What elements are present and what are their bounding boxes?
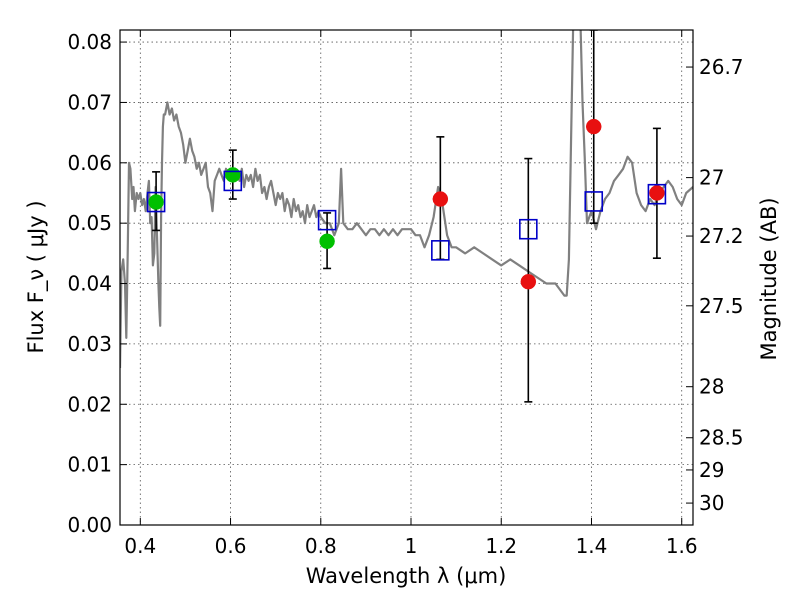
y-axis-label: Flux F_ν ( μJy ): [24, 200, 49, 353]
y2-tick-label: 27: [699, 166, 724, 190]
y-tick-label: 0.03: [67, 332, 112, 356]
plot-frame: [119, 29, 694, 526]
y-tick-label: 0.07: [67, 90, 112, 114]
x-tick-label: 1.6: [666, 534, 698, 558]
x-tick-label: 0.4: [124, 534, 156, 558]
y2-tick-label: 29: [699, 458, 724, 482]
y-tick-label: 0.00: [67, 513, 112, 537]
y-tick-label: 0.08: [67, 30, 112, 54]
circle-marker: [649, 185, 665, 201]
circle-marker: [585, 118, 602, 135]
square-marker: [223, 170, 243, 192]
square-marker: [317, 209, 337, 231]
circle-marker: [225, 167, 241, 183]
y-tick-label: 0.06: [67, 151, 112, 175]
y-tick-label: 0.01: [67, 453, 112, 477]
plot-area-background: [120, 30, 693, 525]
y2-tick-label: 26.7: [699, 55, 744, 79]
y2-tick-label: 30: [699, 491, 724, 515]
y2-tick-label: 28.5: [699, 426, 744, 450]
x-axis-ticks: 0.4 0.6 0.8 1 1.2 1.4 1.6: [124, 30, 698, 558]
x-tick-label: 1: [405, 534, 418, 558]
square-marker: [584, 191, 604, 212]
y-axis-ticks: 0.00 0.01 0.02 0.03 0.04 0.05 0.06 0.07 0.08: [67, 30, 127, 537]
template-spectrum-line: [120, 30, 693, 369]
y-tick-label: 0.02: [67, 392, 112, 416]
circle-marker: [148, 194, 164, 210]
y-tick-label: 0.04: [67, 272, 112, 296]
square-marker: [519, 218, 538, 240]
x-tick-label: 0.8: [305, 534, 337, 558]
y2-tick-label: 28: [699, 375, 724, 399]
x-tick-label: 1.4: [576, 534, 608, 558]
x-tick-label: 1.2: [485, 534, 517, 558]
data-markers: [146, 118, 667, 290]
y2-tick-label: 27.5: [699, 294, 744, 318]
circle-marker: [520, 273, 537, 290]
square-marker: [146, 191, 166, 213]
grid-lines: [120, 30, 693, 526]
y2-axis-ticks: 26.7 27 27.2 27.5 28 28.5 29 30: [686, 55, 744, 515]
circle-marker: [319, 233, 335, 250]
circle-marker: [432, 191, 449, 207]
square-marker: [647, 183, 667, 205]
template-spectrum: [120, 30, 693, 369]
y-tick-label: 0.05: [67, 211, 112, 235]
square-marker: [431, 240, 450, 261]
y2-axis-label: Magnitude (AB): [757, 197, 781, 360]
x-tick-label: 0.6: [215, 534, 247, 558]
x-axis-label: Wavelength λ (μm): [306, 564, 507, 588]
y2-tick-label: 27.2: [699, 224, 744, 248]
